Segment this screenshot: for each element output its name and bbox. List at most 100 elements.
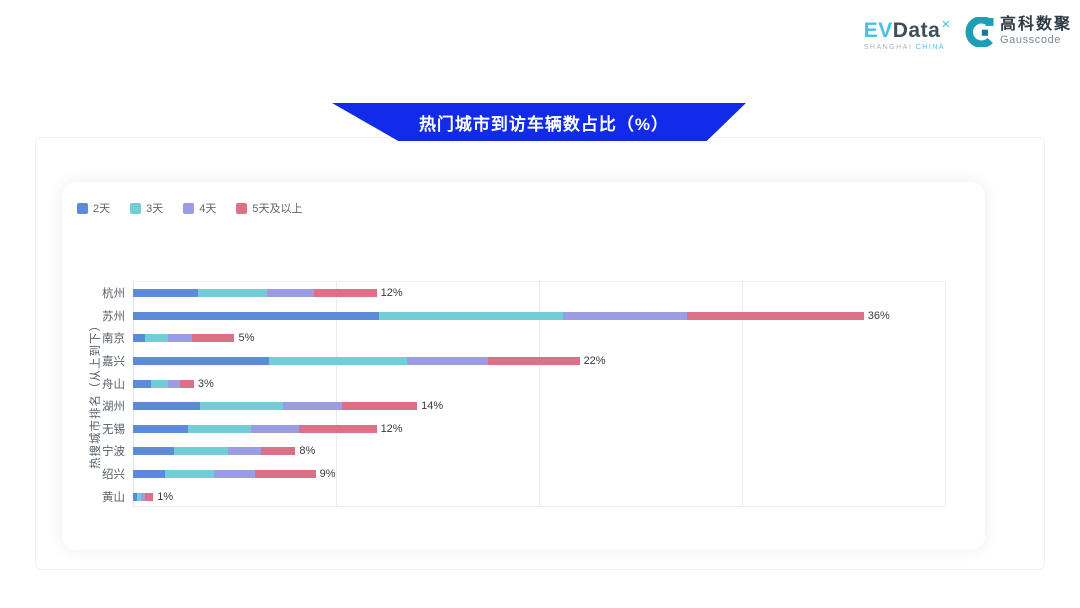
evdata-logo: EVData✕ SHANGHAI CHINA bbox=[863, 16, 951, 52]
gausscode-en-name: Gausscode bbox=[999, 34, 1062, 47]
bar-segment-3天 bbox=[173, 447, 229, 456]
category-label: 湖州 bbox=[102, 401, 125, 414]
bar-segment-2天 bbox=[133, 470, 166, 479]
bar-segment-3天 bbox=[199, 402, 284, 411]
bar-segment-4天 bbox=[214, 470, 255, 479]
legend-swatch-icon bbox=[183, 202, 195, 214]
stacked-bar bbox=[133, 492, 154, 501]
bar-segment-4天 bbox=[250, 424, 300, 433]
bar-segment-2天 bbox=[133, 334, 146, 343]
bar-row: 舟山 3% bbox=[102, 372, 945, 395]
evdata-subtitle-shanghai: SHANGHAI bbox=[863, 44, 913, 51]
stacked-bar bbox=[133, 357, 580, 366]
bar-segment-3天 bbox=[151, 379, 168, 388]
bar-segment-4天 bbox=[407, 357, 489, 366]
title-banner: 热门城市到访车辆数占比（%） bbox=[332, 103, 746, 141]
bar-segment-2天 bbox=[133, 357, 269, 366]
bar-segment-5天及以上 bbox=[488, 357, 580, 366]
stacked-bar bbox=[133, 334, 235, 343]
evdata-x-icon: ✕ bbox=[941, 19, 951, 31]
evdata-ev-text: EV bbox=[863, 19, 893, 42]
bar-total-label: 14% bbox=[421, 400, 444, 413]
bar-segment-2天 bbox=[133, 289, 198, 298]
category-label: 无锡 bbox=[102, 423, 125, 436]
gridline-30 bbox=[742, 282, 743, 506]
bar-segment-3天 bbox=[197, 289, 267, 298]
legend-label: 2天 bbox=[93, 203, 111, 215]
gausscode-g-icon bbox=[965, 16, 994, 47]
gridline-0 bbox=[133, 282, 134, 506]
evdata-subtitle: SHANGHAI CHINA bbox=[864, 44, 950, 51]
bar-segment-2天 bbox=[133, 492, 138, 501]
gausscode-logo: 高科数聚 Gausscode bbox=[964, 16, 1072, 47]
bar-row: 湖州 14% bbox=[102, 395, 945, 418]
bar-segment-2天 bbox=[133, 424, 188, 433]
bar-segment-5天及以上 bbox=[191, 334, 235, 343]
legend-item-5天及以上[interactable]: 5天及以上 bbox=[236, 200, 303, 216]
header-logos: EVData✕ SHANGHAI CHINA 高科数聚 Gausscode bbox=[864, 16, 1072, 51]
bar-row: 南京 5% bbox=[102, 327, 945, 350]
legend-swatch-icon bbox=[77, 202, 88, 214]
page-title: 热门城市到访车辆数占比（%） bbox=[418, 114, 670, 134]
stacked-bar bbox=[133, 311, 864, 320]
stacked-bar bbox=[133, 289, 377, 298]
stacked-bar bbox=[133, 402, 418, 411]
stacked-bar bbox=[133, 447, 296, 456]
evdata-data-text: Data bbox=[892, 19, 941, 42]
category-label: 杭州 bbox=[102, 288, 125, 301]
bar-total-label: 22% bbox=[583, 355, 606, 368]
bar-segment-3天 bbox=[269, 357, 408, 366]
gridline-10 bbox=[336, 282, 337, 506]
bar-row: 嘉兴 22% bbox=[102, 350, 945, 373]
bar-segment-4天 bbox=[228, 447, 261, 456]
bar-segment-4天 bbox=[266, 289, 314, 298]
bar-total-label: 5% bbox=[238, 332, 255, 345]
bar-row: 绍兴 9% bbox=[102, 463, 945, 486]
bar-segment-5天及以上 bbox=[342, 402, 418, 411]
bar-segment-3天 bbox=[145, 334, 168, 343]
bar-total-label: 8% bbox=[299, 445, 316, 458]
bar-segment-5天及以上 bbox=[687, 311, 864, 320]
bar-segment-2天 bbox=[133, 379, 152, 388]
category-label: 舟山 bbox=[102, 378, 125, 391]
bar-segment-3天 bbox=[137, 492, 142, 501]
bar-segment-5天及以上 bbox=[260, 447, 296, 456]
bar-segment-4天 bbox=[563, 311, 688, 320]
gausscode-cn-name: 高科数聚 bbox=[999, 16, 1072, 33]
bar-segment-5天及以上 bbox=[254, 470, 316, 479]
category-label: 绍兴 bbox=[102, 469, 125, 482]
legend-item-4天[interactable]: 4天 bbox=[183, 200, 216, 216]
stacked-bar bbox=[133, 379, 194, 388]
stacked-bar bbox=[133, 424, 377, 433]
bar-segment-5天及以上 bbox=[313, 289, 377, 298]
legend-item-3天[interactable]: 3天 bbox=[130, 200, 163, 216]
category-label: 南京 bbox=[102, 333, 125, 346]
bar-total-label: 36% bbox=[867, 309, 890, 322]
legend-swatch-icon bbox=[236, 202, 248, 214]
category-label: 嘉兴 bbox=[102, 356, 125, 369]
bar-segment-5天及以上 bbox=[145, 492, 154, 501]
bar-segment-2天 bbox=[133, 311, 379, 320]
bar-row: 杭州 12% bbox=[102, 282, 945, 305]
legend-swatch-icon bbox=[130, 202, 142, 214]
bar-total-label: 9% bbox=[319, 468, 336, 481]
chart-legend: 2天 3天 4天 5天及以上 bbox=[77, 200, 307, 216]
bar-segment-2天 bbox=[133, 447, 174, 456]
gausscode-names: 高科数聚 Gausscode bbox=[1000, 16, 1072, 47]
stacked-bar bbox=[133, 470, 316, 479]
bar-segment-2天 bbox=[133, 402, 200, 411]
bar-row: 黄山 1% bbox=[102, 485, 945, 508]
bar-row: 无锡 12% bbox=[102, 418, 945, 441]
bar-segment-5天及以上 bbox=[179, 379, 194, 388]
bar-total-label: 3% bbox=[197, 377, 214, 390]
category-label: 宁波 bbox=[102, 446, 125, 459]
legend-label: 3天 bbox=[146, 203, 164, 215]
bar-segment-4天 bbox=[167, 379, 180, 388]
legend-label: 4天 bbox=[199, 203, 217, 215]
bar-total-label: 1% bbox=[157, 490, 174, 503]
bar-segment-3天 bbox=[378, 311, 564, 320]
bar-segment-5天及以上 bbox=[299, 424, 377, 433]
legend-item-2天[interactable]: 2天 bbox=[77, 200, 110, 216]
bar-segment-4天 bbox=[141, 492, 146, 501]
